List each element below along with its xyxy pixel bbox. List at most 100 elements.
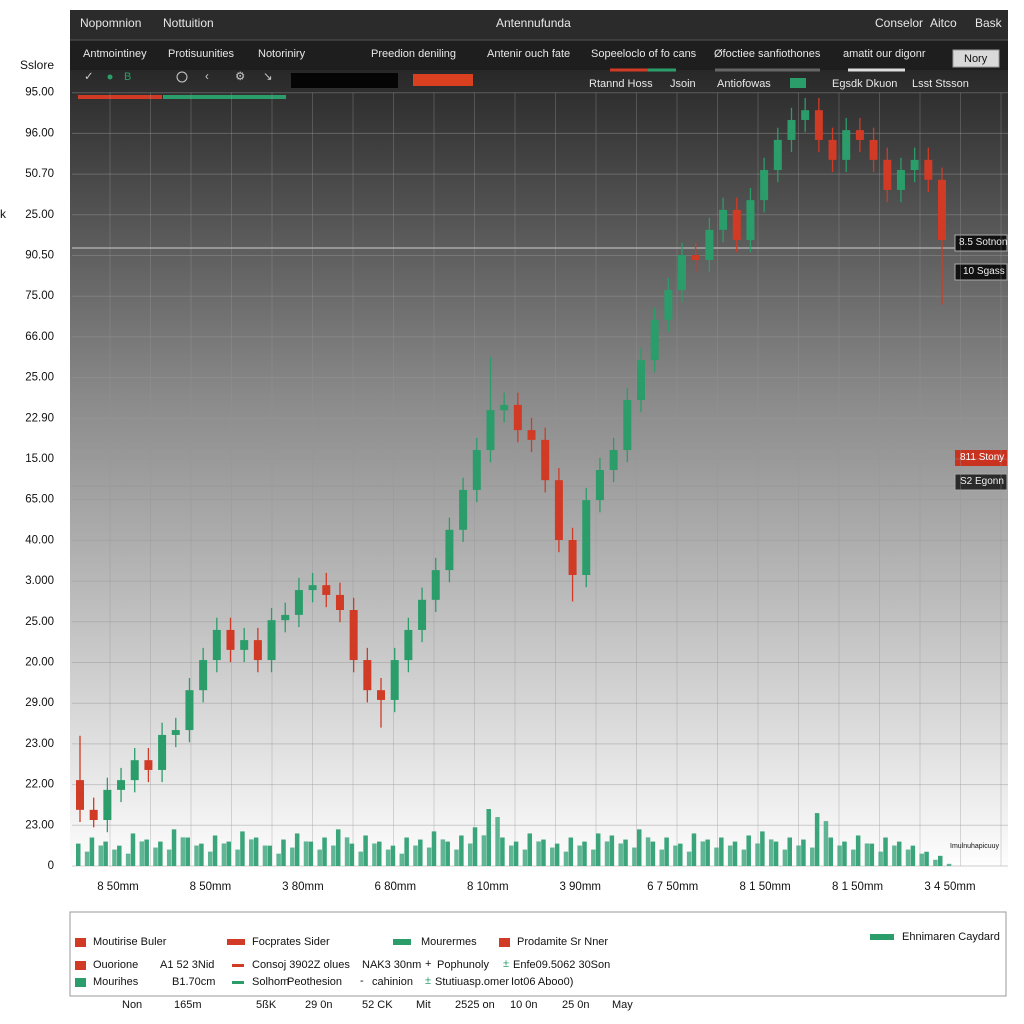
footer-cell: 52 CK bbox=[362, 999, 393, 1011]
price-tag-bg bbox=[954, 234, 1008, 252]
tab[interactable]: Sopeeloclo of fo cans bbox=[591, 48, 697, 60]
window-title: Antennufunda bbox=[496, 16, 571, 30]
active-button[interactable] bbox=[413, 74, 473, 86]
menu-item[interactable]: Nottuition bbox=[163, 16, 214, 30]
volume-note: Imulnuhapicuuy bbox=[950, 843, 1000, 850]
y-tick-label: 25.00 bbox=[25, 616, 54, 628]
menu-item[interactable]: Aitco bbox=[930, 16, 957, 30]
price-tag-bg bbox=[954, 263, 1008, 281]
volume-bar bbox=[103, 841, 108, 866]
volume-bar bbox=[158, 841, 163, 866]
icon[interactable]: ‹ bbox=[205, 71, 209, 83]
volume-bar bbox=[363, 835, 368, 866]
volume-bar bbox=[445, 841, 450, 866]
volume-bar-minor bbox=[700, 841, 706, 866]
y-tick-label: 40.00 bbox=[25, 534, 54, 546]
volume-bar-minor bbox=[577, 845, 582, 866]
candle-body bbox=[554, 480, 563, 540]
tab[interactable]: Preedion deniling bbox=[371, 48, 457, 60]
volume-bar bbox=[650, 841, 656, 866]
tab-bar bbox=[70, 40, 1008, 70]
icon[interactable]: ↘ bbox=[263, 71, 273, 83]
tool[interactable]: Rtannd Hoss bbox=[589, 78, 653, 90]
legend-icon: ± bbox=[425, 975, 432, 987]
volume-bar bbox=[938, 855, 943, 866]
candle-body bbox=[431, 570, 440, 600]
volume-bar-minor bbox=[563, 851, 569, 866]
volume-bar-minor bbox=[249, 839, 254, 866]
volume-bar bbox=[404, 837, 409, 866]
candle-body bbox=[746, 200, 755, 241]
candle-body bbox=[773, 139, 782, 171]
volume-bar bbox=[691, 833, 697, 866]
y-tick-label: 0 bbox=[48, 860, 54, 872]
candle-body bbox=[513, 404, 522, 431]
input-box[interactable] bbox=[291, 73, 398, 88]
icon[interactable]: ⚙ bbox=[235, 71, 245, 83]
tab[interactable]: Notoriniry bbox=[258, 48, 306, 60]
tool[interactable]: Antiofowas bbox=[717, 78, 771, 90]
icon[interactable] bbox=[176, 71, 188, 83]
tool[interactable]: Jsoin bbox=[670, 78, 696, 90]
tab[interactable]: Øfoctiee sanfiothones bbox=[714, 48, 821, 60]
tool[interactable]: Lsst Stsson bbox=[912, 78, 969, 90]
button-bg[interactable] bbox=[952, 49, 1000, 68]
menu-item[interactable]: Bask bbox=[975, 16, 1002, 30]
volume-bar-minor bbox=[194, 845, 199, 866]
candle-body bbox=[130, 760, 139, 781]
legend-swatch bbox=[393, 939, 411, 945]
candle-body bbox=[760, 170, 769, 201]
candle-body bbox=[855, 130, 864, 140]
candle-body bbox=[664, 290, 673, 320]
volume-bar bbox=[814, 813, 820, 866]
volume-bar-minor bbox=[454, 849, 459, 866]
volume-bar bbox=[185, 837, 190, 866]
candle-body bbox=[486, 410, 495, 451]
volume-bar-minor bbox=[878, 851, 883, 866]
icon[interactable]: ✓ bbox=[84, 71, 94, 83]
x-tick-label: 6 7 50mm bbox=[647, 881, 698, 893]
volume-bar bbox=[609, 835, 615, 866]
volume-bar-minor bbox=[481, 835, 487, 866]
price-tag: 10 Sgass bbox=[963, 266, 1005, 277]
button[interactable]: Nory bbox=[964, 53, 988, 65]
legend-swatch bbox=[232, 981, 244, 984]
legend-label: cahinion bbox=[372, 976, 413, 988]
volume-bar-minor bbox=[536, 841, 541, 866]
volume-bar bbox=[335, 829, 341, 866]
tab[interactable]: Antmointiney bbox=[83, 48, 147, 60]
candle-body bbox=[869, 139, 878, 160]
toggle[interactable] bbox=[790, 78, 806, 88]
volume-bar-minor bbox=[522, 849, 528, 866]
footer-cell: 2525 on bbox=[455, 999, 495, 1011]
tab[interactable]: Protisuunities bbox=[168, 48, 235, 60]
volume-bar bbox=[294, 833, 300, 866]
legend-label: Moutirise Buler bbox=[93, 936, 167, 948]
x-tick-label: 3 4 50mm bbox=[924, 881, 975, 893]
candle-body bbox=[294, 590, 303, 615]
candle-body bbox=[814, 110, 823, 140]
y-tick-label: 50.70 bbox=[25, 168, 54, 180]
y-tick-label: 20.00 bbox=[25, 657, 54, 669]
volume-bar-minor bbox=[768, 839, 774, 866]
volume-bar-minor bbox=[385, 849, 391, 866]
tab[interactable]: Antenir ouch fate bbox=[487, 48, 571, 60]
candle-body bbox=[527, 430, 536, 440]
candle-body bbox=[541, 439, 550, 481]
footer-cell: 29 0n bbox=[305, 999, 333, 1011]
x-tick-label: 8 1 50mm bbox=[832, 881, 883, 893]
menu-item[interactable]: Nopomnion bbox=[80, 16, 142, 30]
volume-bar-minor bbox=[673, 845, 678, 866]
volume-bar-minor bbox=[823, 821, 829, 866]
y-tick-label: 22.00 bbox=[25, 779, 54, 791]
volume-bar bbox=[732, 841, 738, 866]
candle-body bbox=[322, 585, 331, 595]
tab[interactable]: amatit our digonr bbox=[843, 48, 926, 60]
volume-bar-minor bbox=[221, 843, 227, 866]
legend-value: Iot06 Aboo0) bbox=[511, 976, 574, 988]
candle-body bbox=[144, 760, 153, 770]
menu-item[interactable]: Conselor bbox=[875, 16, 924, 30]
footer-cell: 10 0n bbox=[510, 999, 538, 1011]
volume-bar bbox=[828, 837, 834, 866]
tool[interactable]: Egsdk Dkuon bbox=[832, 78, 898, 90]
